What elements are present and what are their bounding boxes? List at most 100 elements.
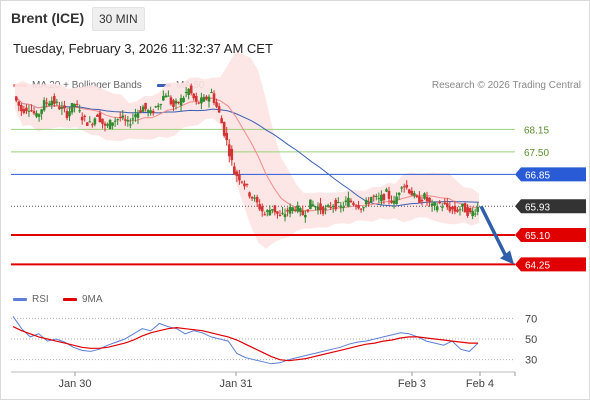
candle [220,115,223,124]
x-tick-label: Feb 4 [466,378,494,390]
candle [233,162,236,175]
candle-body [293,209,297,211]
candle [123,114,127,126]
candle [309,199,312,210]
candle-body [177,101,180,104]
candle [395,192,398,205]
candle [73,103,76,113]
candle-body [212,93,216,103]
candle-body [301,210,305,216]
candle-body [136,112,140,118]
candle-body [20,104,23,112]
candle-body [349,200,353,203]
candle-body [131,118,135,120]
candle-body [53,96,56,104]
candle [149,106,152,116]
candle [397,192,401,200]
candle [453,200,457,215]
candle-body [25,107,28,112]
candle [301,205,305,216]
candle [126,116,130,127]
candle [456,206,459,213]
candle-body [202,96,206,102]
candle-body [375,196,378,198]
candle [22,105,26,115]
candle-body [159,104,163,106]
candle [111,122,114,130]
candle-body [129,124,132,126]
candle [63,100,66,113]
candle-body [423,193,426,199]
candle-body [428,197,431,203]
candle-body [451,206,454,210]
candle [20,103,23,117]
candle [380,190,383,206]
candle-body [364,199,368,205]
candle-body [154,106,158,108]
candle-body [410,190,414,196]
candle [359,208,363,213]
candle [200,92,203,110]
candle-body [405,184,409,188]
candle [129,118,132,129]
candle-body [230,148,234,161]
candle [321,205,325,216]
ma20-legend-label: MA 20 + Bollinger Bands [32,80,142,91]
candle-body [182,97,185,102]
candle [448,201,452,214]
candle [263,211,267,216]
candle-body [222,122,226,136]
candle [207,94,211,108]
candle [405,180,409,190]
candle-body [456,209,459,212]
candle [93,117,97,127]
candle-body [385,189,388,192]
candle-body [276,211,279,214]
candle-body [304,214,307,218]
candle-body [372,195,376,197]
candle [281,207,284,216]
candle [53,93,56,107]
candle [146,108,150,117]
candle [476,202,480,216]
candle-body [377,198,381,200]
level-tag-65.93 [515,199,586,214]
candle [377,192,381,204]
candle-body [288,207,292,214]
candle [154,105,158,108]
candle [141,104,145,112]
candle [139,105,142,114]
candle-body [438,201,441,204]
candle [265,208,269,217]
candle [68,107,71,121]
candle [230,145,234,166]
interval-button[interactable]: 30 MIN [92,7,145,31]
candle-body [331,206,335,208]
candle-body [85,122,89,126]
candle-body [334,199,338,210]
candle-body [91,124,94,126]
ma9-swatch [63,298,77,301]
candle-body [255,197,259,203]
candle [390,195,393,204]
candle-body [347,197,350,207]
candle-body [273,205,277,213]
candle [382,193,386,205]
candle-body [357,205,360,209]
candle [210,88,213,94]
candle [131,113,135,125]
candle-body [326,205,330,207]
rsi-ma-line [12,326,478,362]
candle [235,169,239,183]
candle-body [281,212,284,214]
candle-body [58,106,61,110]
candle-body [420,199,424,202]
ma50-swatch [157,84,171,87]
candle [205,95,208,101]
candle [243,180,246,190]
candle [314,205,317,211]
candle [283,208,287,222]
x-tick-label: Jan 31 [219,378,252,390]
level-tag-66.85 [515,167,586,182]
